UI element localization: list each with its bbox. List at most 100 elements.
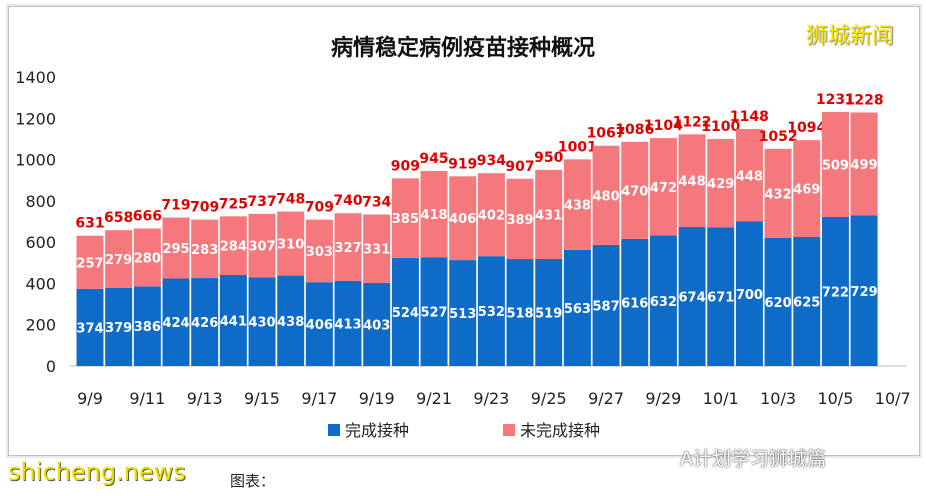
x-tick-label: 10/7 (875, 389, 911, 408)
bar-incomplete (850, 112, 878, 216)
bar-data-label: 671 (707, 291, 734, 306)
bar-completed (363, 282, 391, 366)
bar-completed (277, 275, 305, 366)
bar-data-label: 280 (134, 251, 161, 266)
bar-completed (76, 288, 104, 366)
chart-title: 病情稳定病例疫苗接种概况 (331, 35, 595, 61)
bar-completed (391, 257, 419, 366)
total-label: 1228 (845, 93, 884, 109)
bar-completed (678, 226, 706, 366)
bar-incomplete (76, 235, 104, 289)
bar-completed (764, 238, 792, 366)
bar-data-label: 499 (851, 158, 878, 173)
bar-data-label: 307 (248, 240, 275, 255)
total-label: 1086 (615, 122, 654, 138)
legend-swatch (503, 424, 515, 436)
bar-incomplete (764, 148, 792, 239)
bar-data-label: 295 (162, 242, 189, 257)
bar-completed (162, 278, 190, 366)
bar-completed (850, 215, 878, 366)
bar-completed (449, 260, 477, 366)
bar-incomplete (133, 228, 161, 287)
legend-label: 完成接种 (345, 421, 409, 440)
bar-data-label: 402 (478, 209, 505, 224)
bar-data-label: 527 (420, 306, 447, 321)
bar-data-label: 509 (822, 158, 849, 173)
bar-completed (219, 274, 247, 366)
total-label: 658 (104, 210, 133, 226)
caption: 图表： (230, 472, 276, 490)
bar-completed (793, 236, 821, 366)
bar-data-label: 518 (506, 307, 533, 322)
bar-data-label: 616 (621, 296, 648, 311)
x-tick-label: 9/19 (359, 389, 395, 408)
x-tick-label: 10/5 (817, 389, 853, 408)
x-tick-label: 10/1 (703, 389, 739, 408)
bar-data-label: 283 (191, 243, 218, 258)
bar-data-label: 632 (650, 295, 677, 310)
bar-incomplete (449, 176, 477, 261)
total-label: 709 (305, 200, 334, 216)
x-tick-label: 9/25 (531, 389, 567, 408)
bar-incomplete (277, 211, 305, 276)
x-tick-label: 9/23 (473, 389, 509, 408)
bar-data-label: 563 (564, 302, 591, 317)
x-tick-label: 9/15 (244, 389, 280, 408)
bar-data-label: 625 (793, 295, 820, 310)
bar-data-label: 386 (134, 320, 161, 335)
bar-incomplete (363, 214, 391, 283)
bar-completed (592, 244, 620, 366)
bar-data-label: 729 (851, 285, 878, 300)
total-label: 919 (448, 156, 477, 172)
bar-data-label: 438 (564, 199, 591, 214)
bar-data-label: 257 (76, 256, 103, 271)
bar-data-label: 331 (363, 243, 390, 258)
total-label: 1148 (730, 109, 769, 125)
bar-data-label: 327 (334, 241, 361, 256)
y-tick-label: 1200 (15, 109, 56, 128)
bar-incomplete (821, 111, 849, 217)
bar-incomplete (391, 178, 419, 258)
total-label: 909 (391, 158, 420, 174)
bar-incomplete (420, 170, 448, 258)
total-label: 934 (477, 153, 506, 169)
bar-data-label: 519 (535, 306, 562, 321)
bar-incomplete (506, 178, 534, 260)
total-label: 1094 (787, 120, 826, 136)
bar-incomplete (105, 230, 133, 288)
bar-data-label: 441 (220, 314, 247, 329)
bar-incomplete (477, 173, 505, 257)
bar-completed (305, 282, 333, 366)
bar-data-label: 587 (592, 299, 619, 314)
bar-data-label: 480 (592, 189, 619, 204)
bar-data-label: 403 (363, 318, 390, 333)
bar-data-label: 284 (220, 240, 247, 255)
bar-data-label: 310 (277, 238, 304, 253)
bar-completed (707, 227, 735, 366)
bar-completed (334, 280, 362, 366)
bar-data-label: 513 (449, 307, 476, 322)
total-label: 1231 (816, 92, 855, 108)
total-label: 1052 (759, 129, 798, 145)
legend-swatch (328, 424, 340, 436)
bar-incomplete (707, 138, 735, 228)
bar-incomplete (248, 213, 276, 278)
bar-data-label: 472 (650, 181, 677, 196)
bar-incomplete (735, 129, 763, 222)
bar-data-label: 374 (76, 321, 103, 336)
bar-completed (506, 259, 534, 366)
bar-data-label: 438 (277, 315, 304, 330)
bar-completed (735, 221, 763, 366)
x-tick-label: 9/9 (77, 389, 103, 408)
bar-incomplete (305, 219, 333, 283)
legend-label: 未完成接种 (520, 421, 600, 440)
bar-data-label: 279 (105, 253, 132, 268)
x-tick-label: 9/11 (129, 389, 165, 408)
x-tick-label: 9/21 (416, 389, 452, 408)
bar-data-label: 303 (306, 245, 333, 260)
y-tick-label: 600 (25, 233, 56, 252)
bar-data-label: 674 (678, 290, 705, 305)
y-tick-label: 400 (25, 274, 56, 293)
bar-incomplete (678, 134, 706, 227)
